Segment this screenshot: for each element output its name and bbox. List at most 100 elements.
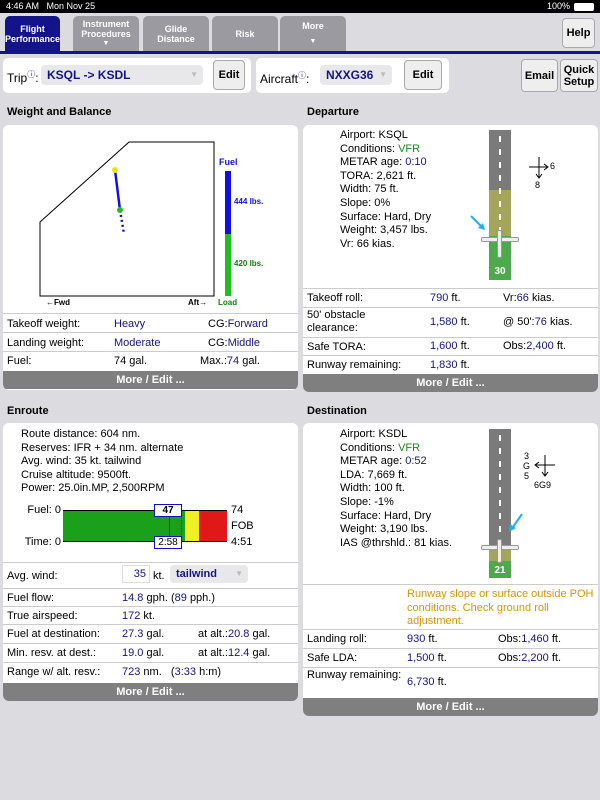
info-line: Slope: 0% <box>340 196 391 209</box>
section-title-enroute: Enroute <box>7 405 49 417</box>
row-label: Landing roll: <box>307 633 367 645</box>
row-secondary-value: Obs:2,400 ft. <box>503 340 566 352</box>
info-icon: ⓘ <box>298 71 307 80</box>
row-divider <box>3 662 298 663</box>
row-value: 930 ft. <box>407 632 438 645</box>
empty-segment <box>199 511 227 541</box>
headwind-value: 8 <box>535 180 541 190</box>
info-line: METAR age: 0:10 <box>340 156 427 169</box>
departure-info: Airport: KSQL Conditions: VFR METAR age: 0… <box>340 129 431 251</box>
info-line: Surface: Hard, Dry <box>340 509 432 522</box>
section-title-departure: Departure <box>307 106 359 118</box>
destination-more-edit-button[interactable]: More / Edit ... <box>303 698 598 716</box>
landing-cg: CG:Middle <box>208 337 260 349</box>
runway-warning: Runway slope or surface outside POH cond… <box>407 588 594 627</box>
max-fuel: Max.:74 gal. <box>200 355 260 367</box>
row-value: 6,730 ft. <box>407 676 447 688</box>
quick-setup-button[interactable]: Quick Setup <box>560 59 598 92</box>
tab-risk[interactable]: Risk <box>212 16 278 51</box>
avg-wind-input[interactable]: 35 <box>122 565 150 583</box>
fob-label: FOB <box>231 520 254 532</box>
help-button[interactable]: Help <box>562 18 595 48</box>
row-divider <box>303 648 598 649</box>
wind-direction-select[interactable]: tailwind ▼ <box>170 565 248 583</box>
info-line: Weight: 3,190 lbs. <box>340 523 428 536</box>
row-divider <box>3 643 298 644</box>
row-label: Min. resv. at dest.: <box>7 647 97 659</box>
row-value: 27.3 gal. <box>122 628 165 640</box>
date: Mon Nov 25 <box>46 1 96 11</box>
row-label: 50' obstacle clearance: <box>307 309 366 334</box>
chevron-down-icon: ▼ <box>190 70 198 79</box>
time-at-dest-marker: 2:58 <box>154 536 182 549</box>
cg-track <box>113 169 122 211</box>
row-secondary-value: Obs:2,200 ft. <box>498 651 561 664</box>
chevron-down-icon: ▼ <box>235 569 243 578</box>
row-divider <box>3 606 298 607</box>
clock: 4:46 AM <box>6 1 40 11</box>
row-value: 1,500 ft. <box>407 651 447 664</box>
position-arrow-icon <box>470 215 485 230</box>
row-divider <box>303 337 598 338</box>
wind-components-icon <box>534 455 555 477</box>
wb-more-edit-button[interactable]: More / Edit ... <box>3 371 298 389</box>
tab-instrument-procedures[interactable]: Instrument Procedures ▼ <box>73 16 139 51</box>
cg-track-remaining <box>118 209 126 235</box>
row-divider <box>303 288 598 289</box>
row-label: Fuel flow: <box>7 592 55 604</box>
row-divider <box>3 624 298 625</box>
email-button[interactable]: Email <box>521 59 558 92</box>
enroute-more-edit-button[interactable]: More / Edit ... <box>3 683 298 701</box>
row-value: 19.0 gal. <box>122 647 165 659</box>
weight-balance-card: Fuel 444 lbs. 420 lbs. Load ←Fwd Aft→ Ta… <box>3 125 298 390</box>
nav-divider <box>0 51 600 54</box>
trip-select[interactable]: KSQL -> KSDL ▼ <box>41 65 203 85</box>
row-value: 1,600 ft. <box>430 340 470 352</box>
status-bar: 4:46 AM Mon Nov 25 100% <box>0 0 600 13</box>
fuel-bar <box>225 171 231 234</box>
runway-number: 21 <box>494 565 506 576</box>
row-label: True airspeed: <box>7 610 78 622</box>
row-label: Range w/ alt. resv.: <box>7 666 101 678</box>
cg-envelope <box>39 141 215 297</box>
row-label: Safe LDA: <box>307 652 358 664</box>
cg-envelope-chart <box>39 141 231 297</box>
departure-card: Airport: KSQL Conditions: VFR METAR age: 0… <box>303 125 598 392</box>
row-divider <box>303 307 598 308</box>
tailwind-value: 6G9 <box>534 480 552 490</box>
wind-unit: kt. <box>153 570 165 582</box>
tab-flight-performance[interactable]: Flight Performance <box>5 16 60 51</box>
row-label: Safe TORA: <box>307 341 366 353</box>
tab-more[interactable]: More ▼ <box>280 16 346 51</box>
fuel-zero-label: Fuel: 0 <box>27 504 61 516</box>
departure-more-edit-button[interactable]: More / Edit ... <box>303 374 598 392</box>
destination-card: Airport: KSDL Conditions: VFR METAR age: 0… <box>303 423 598 716</box>
aircraft-select[interactable]: NXXG36 ▼ <box>320 65 392 85</box>
tab-glide-distance[interactable]: Glide Distance <box>143 16 209 51</box>
section-title-weight-balance: Weight and Balance <box>7 106 112 118</box>
reserve-segment <box>185 511 199 541</box>
trip-edit-button[interactable]: Edit <box>213 60 245 90</box>
chevron-down-icon: ▼ <box>379 70 387 79</box>
battery-percent: 100% <box>546 1 570 11</box>
row-secondary-value: Vr:66 kias. <box>503 291 555 304</box>
alternate-value: at alt.:20.8 gal. <box>198 628 271 640</box>
fuel-label: Fuel: <box>7 355 32 367</box>
takeoff-weight-label: Takeoff weight: <box>7 318 81 330</box>
info-line: Airport: KSQL <box>340 129 408 141</box>
row-value: 723 nm. (3:33 h:m) <box>122 666 222 678</box>
row-label: Takeoff roll: <box>307 292 364 304</box>
info-line: Width: 75 ft. <box>340 183 399 196</box>
destination-info: Airport: KSDL Conditions: VFR METAR age: 0… <box>340 428 452 550</box>
fuel-bar-label: Fuel <box>219 157 238 167</box>
row-label: Fuel at destination: <box>7 628 100 640</box>
info-line: Width: 100 ft. <box>340 482 405 495</box>
trip-label: Tripⓘ: <box>7 70 39 85</box>
time-max-label: 4:51 <box>231 536 253 548</box>
departure-runway: 30 <box>481 130 519 280</box>
aircraft-edit-button[interactable]: Edit <box>404 60 442 90</box>
takeoff-weight-value: Heavy <box>114 318 146 330</box>
crosswind-value: 6 <box>550 161 556 171</box>
info-line: TORA: 2,621 ft. <box>340 169 417 182</box>
